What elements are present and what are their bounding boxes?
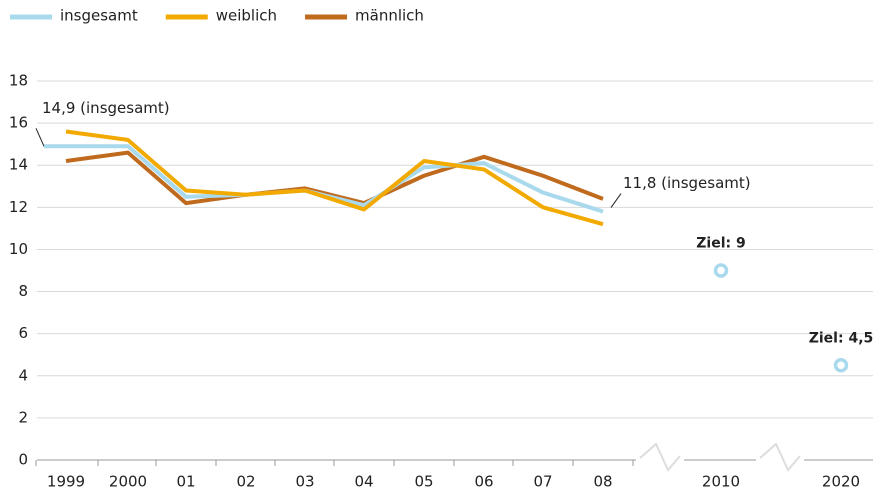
x-tick-label: 03: [295, 473, 314, 491]
x-tick-label: 02: [236, 473, 255, 491]
y-tick-label: 14: [9, 156, 28, 174]
x-tick-label: 05: [414, 473, 433, 491]
y-tick-label: 0: [18, 451, 28, 469]
legend-label: insgesamt: [60, 7, 138, 25]
y-tick-label: 4: [18, 366, 28, 384]
leader: [610, 193, 622, 208]
x-tick-label: 07: [533, 473, 552, 491]
axis-break: [639, 442, 681, 472]
x-tick-label: 1999: [47, 473, 85, 491]
y-tick-label: 16: [9, 114, 28, 132]
x-tick-label: 08: [593, 473, 612, 491]
target-point: [713, 263, 729, 278]
x-tick-label: 2020: [822, 473, 860, 491]
y-tick-label: 2: [18, 408, 28, 426]
axis-break-gap: [756, 455, 804, 465]
legend-label: weiblich: [216, 7, 277, 25]
line-series: [65, 150, 604, 206]
y-tick-label: 10: [9, 240, 28, 258]
x-tick-label: 2000: [109, 473, 147, 491]
line-series: [65, 129, 604, 227]
axis-break: [759, 442, 801, 472]
target-point: [833, 358, 849, 373]
x-tick-label: 01: [176, 473, 195, 491]
x-tick-label: 04: [354, 473, 373, 491]
legend-label: männlich: [355, 7, 424, 25]
axis-break-gap: [636, 455, 684, 465]
x-tick-label: 06: [474, 473, 493, 491]
x-tick-label: 2010: [702, 473, 740, 491]
target-label: Ziel: 9: [696, 236, 745, 252]
y-tick-label: 18: [9, 72, 28, 90]
annotation: 14,9 (insgesamt): [42, 99, 170, 117]
line-series: [66, 144, 604, 214]
target-label: Ziel: 4,5: [809, 330, 873, 346]
leader: [35, 128, 45, 147]
y-tick-label: 8: [18, 282, 28, 300]
y-tick-label: 12: [9, 198, 28, 216]
y-tick-label: 6: [18, 324, 28, 342]
annotation: 11,8 (insgesamt): [623, 174, 751, 192]
